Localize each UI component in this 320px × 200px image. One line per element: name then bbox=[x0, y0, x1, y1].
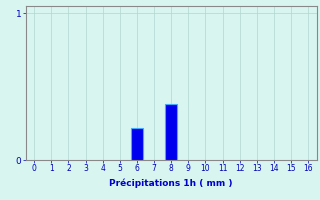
Bar bbox=[131, 128, 143, 160]
Bar bbox=[165, 104, 177, 160]
X-axis label: Précipitations 1h ( mm ): Précipitations 1h ( mm ) bbox=[109, 179, 233, 188]
